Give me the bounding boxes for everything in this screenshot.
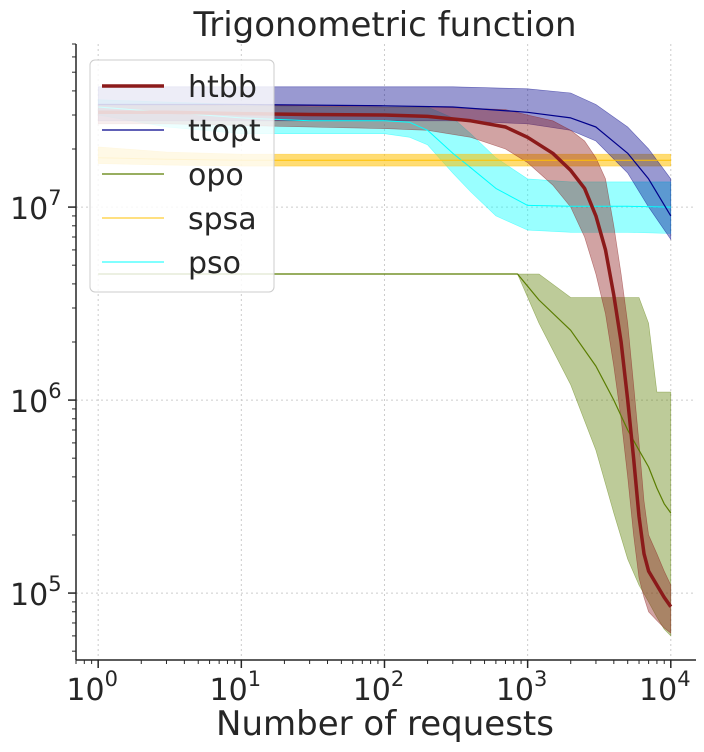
x-tick-exponent: 3	[534, 667, 547, 691]
y-tick-label: 106	[10, 379, 62, 420]
band-htbb	[97, 104, 672, 634]
x-tick-exponent: 0	[105, 667, 118, 691]
legend: htbb ttopt opo spsa pso	[89, 59, 275, 293]
legend-label-htbb: htbb	[188, 70, 257, 105]
legend-box	[89, 59, 275, 293]
chart-title: Trigonometric function	[192, 5, 576, 45]
legend-label-opo: opo	[188, 158, 244, 193]
line-htbb	[98, 110, 673, 608]
y-tick-exponent: 5	[48, 572, 61, 596]
band-opo	[98, 273, 672, 637]
x-tick-exponent: 2	[391, 667, 404, 691]
x-tick-exponent: 4	[677, 667, 690, 691]
y-tick-exponent: 6	[48, 379, 61, 403]
legend-label-ttopt: ttopt	[188, 114, 261, 149]
x-tick-label: 104	[639, 667, 691, 708]
x-tick-label: 100	[66, 667, 118, 708]
y-axis-ticks: 105 106 107	[10, 43, 76, 652]
x-axis-label: Number of requests	[216, 704, 554, 744]
legend-label-spsa: spsa	[188, 202, 257, 237]
axes	[75, 44, 696, 661]
x-tick-label: 103	[496, 667, 548, 708]
x-tick-exponent: 1	[248, 667, 261, 691]
line-ttopt	[98, 103, 672, 217]
y-tick-label: 107	[10, 186, 62, 227]
y-tick-exponent: 7	[48, 186, 61, 210]
legend-label-pso: pso	[188, 246, 241, 281]
x-tick-label: 101	[210, 667, 262, 708]
y-tick-label: 105	[10, 572, 62, 613]
line-opo	[98, 273, 672, 514]
x-axis-ticks: 100 101 102 103 104	[66, 660, 691, 708]
x-tick-label: 102	[353, 667, 405, 708]
